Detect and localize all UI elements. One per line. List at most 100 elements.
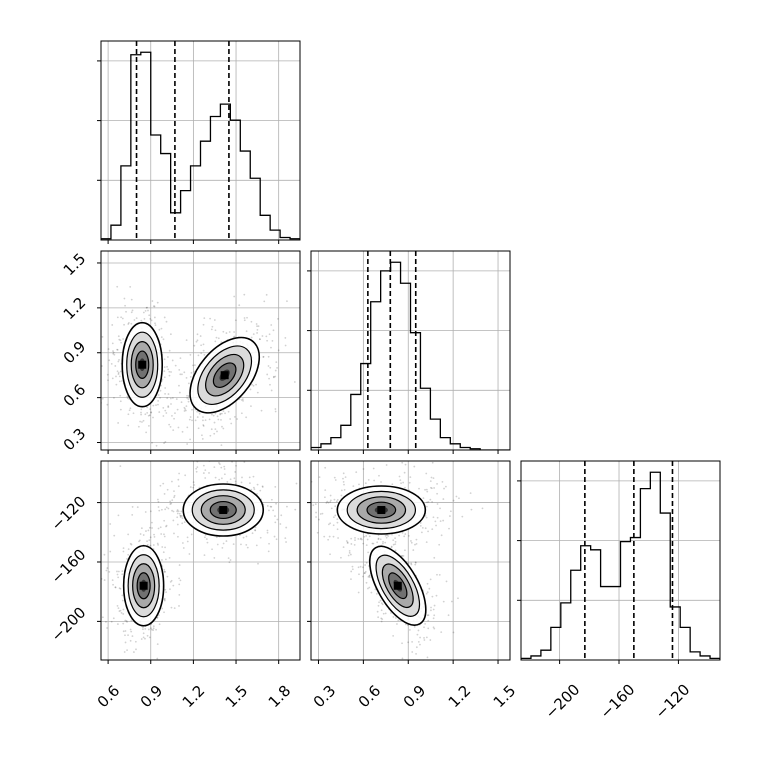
panel-p3-vs-p1-point [246,546,249,549]
panel-p3-vs-p2-point [448,527,450,530]
panel-p2-vs-p1-scatter-points [101,285,296,447]
panel-p3-vs-p2-point [401,642,403,645]
panel-p3-vs-p1-point [131,513,134,516]
panel-p3-vs-p1-point [183,521,186,524]
panel-p3-vs-p2-point [327,501,330,504]
panel-p2-vs-p1-point [201,438,204,440]
panel-p3-vs-p1-point [285,526,288,529]
panel-p2-vs-p1-point [129,285,132,288]
panel-p3-vs-p1-point [256,493,258,495]
panel-p3-vs-p1-point [204,534,207,536]
panel-p2-vs-p1-point [165,412,168,414]
panel-p3-vs-p2-point [422,497,425,500]
panel-p3-vs-p2-point [376,610,379,613]
panel-p3-vs-p1-point [163,570,166,573]
hist-param2-bin-12 [430,419,440,450]
panel-p3-vs-p2-point [426,656,429,659]
panel-p3-vs-p2-point [399,479,402,482]
panel-p3-vs-p2-point [394,543,397,545]
panel-p3-vs-p2-point [276,474,278,476]
panel-p2-vs-p1-point [236,418,239,420]
panel-p3-vs-p2-point [342,481,345,483]
panel-p2-vs-p1-point [149,317,152,320]
panel-p3-vs-p2-point [365,544,368,547]
panel-p3-vs-p1-point [159,526,162,529]
panel-p3-vs-p2-frame [310,460,511,661]
panel-p2-vs-p1-point [240,412,243,415]
panel-p3-vs-p2-point [336,528,339,531]
panel-p3-vs-p1-point [229,559,232,561]
panel-p3-vs-p1-point [261,486,264,488]
panel-p3-vs-p1-point [178,594,181,596]
panel-p3-vs-p1-point [151,521,153,524]
hist-param3-bin-14 [660,513,670,660]
panel-p3-vs-p1-point [131,506,134,508]
panel-p3-vs-p2-point [440,534,443,537]
panel-p3-vs-p1-point [184,474,187,477]
panel-p3-vs-p1-point [241,476,243,479]
panel-p2-vs-p1-point [186,397,189,399]
panel-p2-vs-p1-point [250,320,253,323]
panel-p3-vs-p2-point [457,597,459,600]
panel-p2-vs-p1-point [217,337,220,340]
panel-p2-vs-p1-point [160,327,163,330]
panel-p2-vs-p1-point [198,412,201,415]
panel-p2-vs-p1-point [139,420,141,423]
panel-p2-vs-p1-point [163,442,166,444]
panel-p2-vs-p1-point [147,309,149,312]
panel-p2-vs-p1-point [200,352,203,355]
panel-p3-vs-p2-point [359,538,362,541]
panel-p3-vs-p2-point [348,549,351,552]
panel-p3-vs-p1-point [93,593,95,595]
panel-p2-vs-p1-point [162,338,165,341]
hist-param2-bin-11 [420,388,430,450]
panel-p2-vs-p1-point [274,410,277,413]
panel-p2-vs-p1-mode-1 [220,371,229,380]
panel-p3-vs-p1-point [294,508,297,511]
panel-p2-vs-p1-point [169,333,172,336]
panel-p3-vs-p2-point [404,549,406,552]
panel-p3-vs-p2-point [340,489,343,492]
panel-p3-vs-p1-point [269,505,272,508]
panel-p3-vs-p2-point [414,563,417,566]
panel-p2-vs-p1-point [195,340,198,343]
panel-p3-vs-p1-contour-0-0 [122,544,165,627]
panel-p3-vs-p1-point [127,548,130,551]
panel-p3-vs-p2-point [435,594,438,597]
panel-p3-vs-p2-point [404,486,406,489]
panel-p3-vs-p2-point [346,542,349,544]
panel-p3-vs-p2-point [403,471,406,474]
panel-p2-vs-p1-point [202,424,205,426]
panel-p3-vs-p2-point [374,588,377,591]
panel-p2-vs-p1-point [286,300,288,303]
panel-p3-vs-p2-point [436,573,438,576]
panel-p2-vs-p1-point [155,404,157,407]
panel-p3-vs-p1-point [220,466,223,469]
panel-p2-vs-p1-point [179,357,182,360]
panel-p3-vs-p1-point [140,638,143,640]
panel-p3-vs-p1-point [171,509,173,512]
panel-p3-vs-p2-point [364,564,366,566]
panel-p3-vs-p2-point [452,499,455,502]
panel-p3-vs-p2-point [401,657,404,660]
hist-param3-bin-5 [571,570,581,660]
panel-p3-vs-p2-point [426,490,429,493]
panel-p2-vs-p1-point [196,333,199,336]
panel-p2-vs-p1-point [122,338,125,340]
panel-p2-vs-p1-point [178,369,181,371]
panel-p3-vs-p2-point [402,555,405,557]
panel-p2-vs-p1-point [214,412,217,415]
panel-p3-vs-p2-point [335,500,338,503]
panel-p3-vs-p2-point [429,498,432,501]
panel-p2-vs-p1-point [170,403,172,405]
panel-p3-vs-p1-point [101,616,104,619]
x-tick-label-p0-4: 1.8 [265,682,295,712]
panel-p2-vs-p1-point [255,383,257,386]
panel-p3-vs-p1-point [179,514,182,517]
panel-p3-vs-p1-point [117,607,120,610]
panel-p2-vs-p1-point [135,317,138,320]
panel-p2-vs-p1-point [202,416,204,418]
panel-p2-vs-p1-point [199,335,202,337]
panel-p3-vs-p1-point [255,544,258,547]
panel-p2-vs-p1-point [185,405,188,407]
